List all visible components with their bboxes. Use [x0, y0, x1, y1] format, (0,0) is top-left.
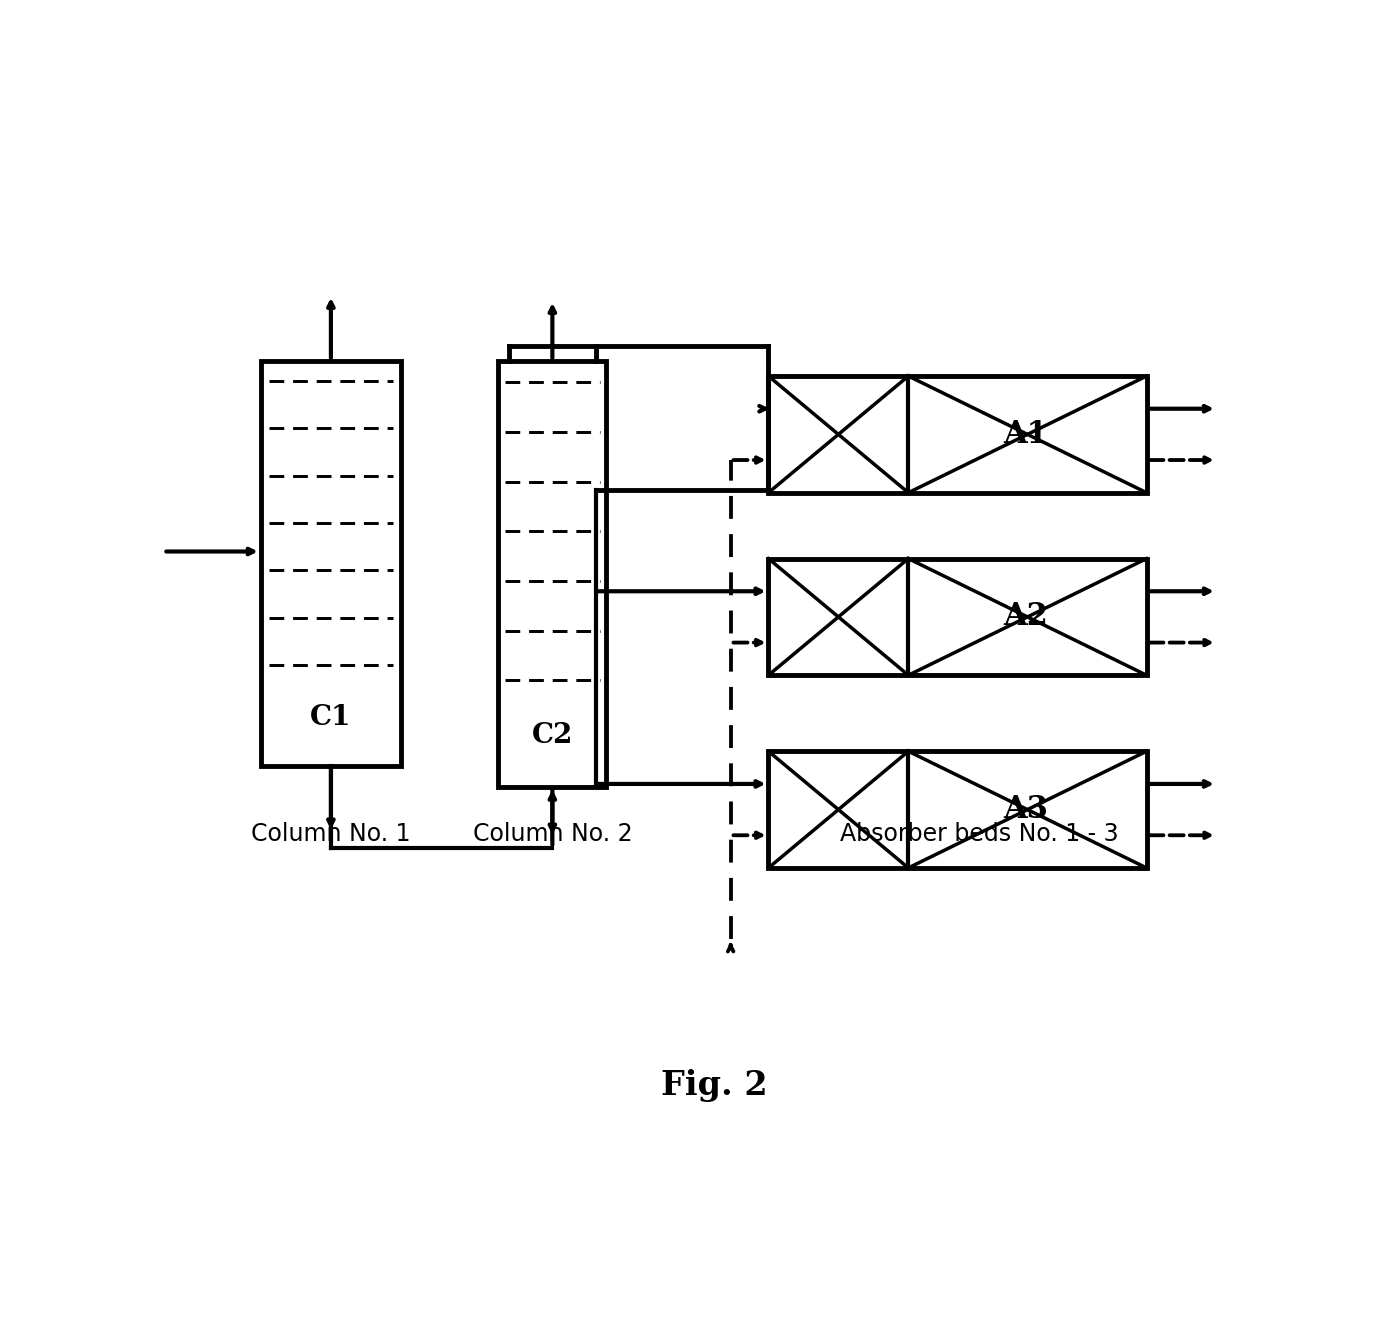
- Text: Column No. 2: Column No. 2: [473, 822, 633, 847]
- Text: Absorber beds No. 1 - 3: Absorber beds No. 1 - 3: [839, 822, 1118, 847]
- Bar: [768, 558, 1147, 676]
- Text: C2: C2: [531, 722, 573, 749]
- Bar: [768, 377, 1147, 493]
- Text: A3: A3: [1004, 794, 1048, 824]
- Text: A1: A1: [1004, 419, 1048, 450]
- Bar: [768, 751, 1147, 868]
- Bar: [499, 361, 606, 786]
- Text: Fig. 2: Fig. 2: [661, 1069, 768, 1102]
- Text: A2: A2: [1004, 602, 1048, 632]
- Text: Column No. 1: Column No. 1: [251, 822, 411, 847]
- Text: C1: C1: [311, 705, 351, 731]
- Bar: [261, 361, 401, 766]
